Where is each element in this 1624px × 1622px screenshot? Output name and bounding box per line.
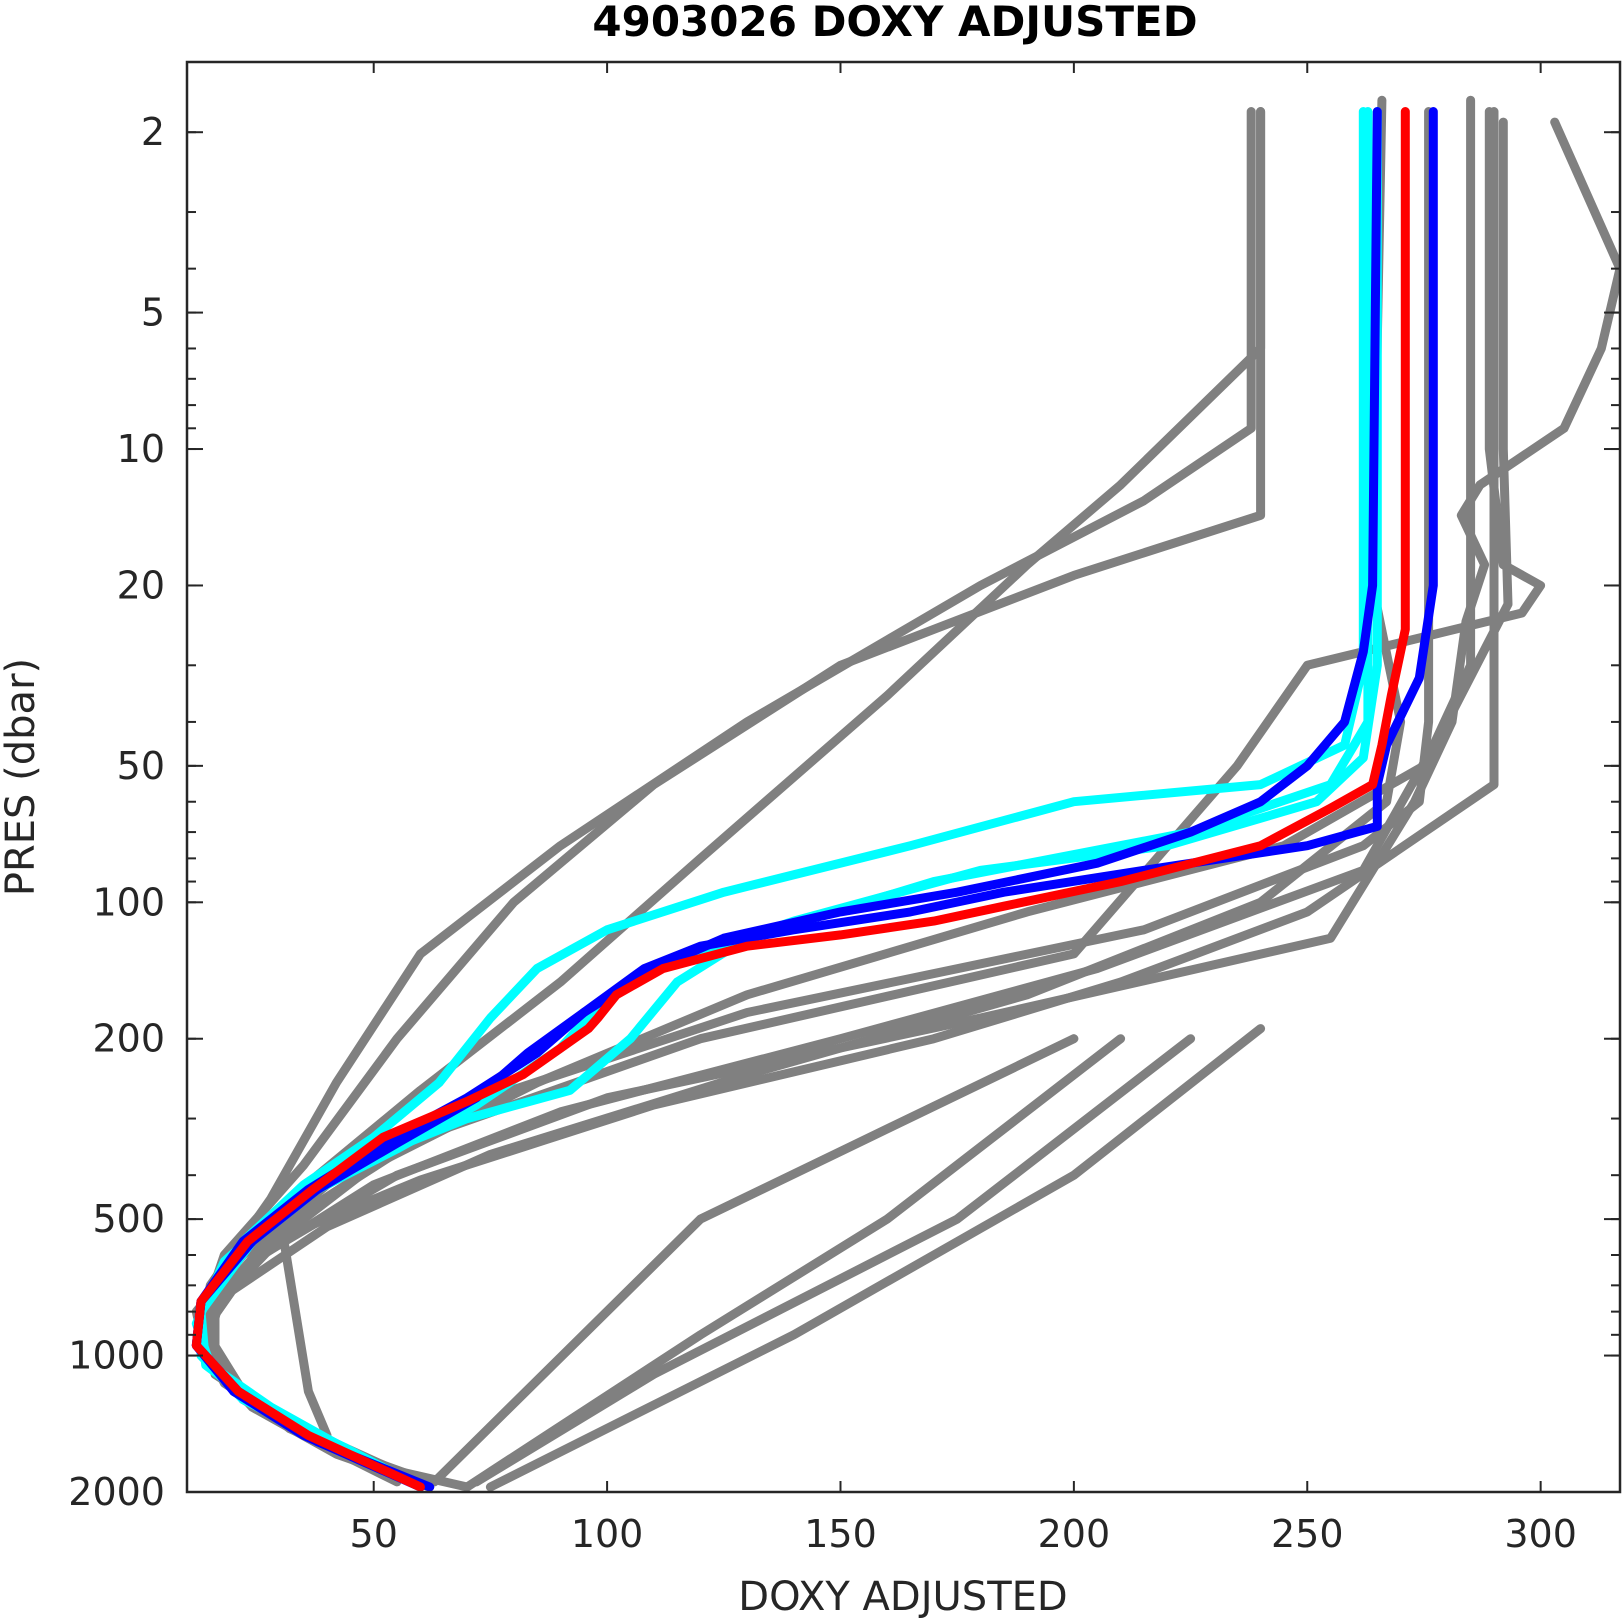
series-line-14 [485,1024,1266,1492]
x-tick-label-5: 300 [1504,1512,1577,1556]
x-axis-title: DOXY ADJUSTED [738,1574,1067,1620]
y-tick-label-3: 20 [117,563,165,607]
y-tick-label-4: 50 [117,744,165,788]
series-line-12 [462,1034,1126,1492]
y-tick-label-8: 1000 [68,1334,165,1378]
series-line-8 [201,95,1406,1492]
x-tick-label-2: 150 [804,1512,877,1556]
x-tick-label-0: 50 [350,1512,398,1556]
y-tick-label-9: 2000 [68,1470,165,1514]
y-tick-label-5: 100 [92,880,165,924]
y-tick-label-0: 2 [141,110,165,154]
series-line-5 [201,107,1546,1487]
y-tick-label-2: 10 [117,427,165,471]
series-line-11 [429,1034,1079,1487]
chart-title: 4903026 DOXY ADJUSTED [592,0,1197,46]
plot-frame [185,60,1622,1494]
series-layer [191,95,1620,1492]
x-tick-label-4: 250 [1271,1512,1344,1556]
y-axis-title: PRES (dbar) [0,658,44,896]
series-line-15 [196,107,1368,1487]
x-tick-label-3: 200 [1038,1512,1111,1556]
x-axis-ticks: 50 100 150 200 250 300 [350,62,1577,1556]
series-line-13 [471,1034,1196,1487]
series-line-10 [275,1214,332,1440]
series-line-0 [191,107,1434,1492]
y-axis-ticks: 2 5 10 20 50 100 200 500 1000 2000 [68,110,1620,1514]
y-tick-label-6: 200 [92,1017,165,1061]
y-tick-label-1: 5 [141,291,165,335]
y-tick-label-7: 500 [92,1197,165,1241]
x-tick-label-1: 100 [571,1512,644,1556]
series-line-20 [191,107,1410,1492]
